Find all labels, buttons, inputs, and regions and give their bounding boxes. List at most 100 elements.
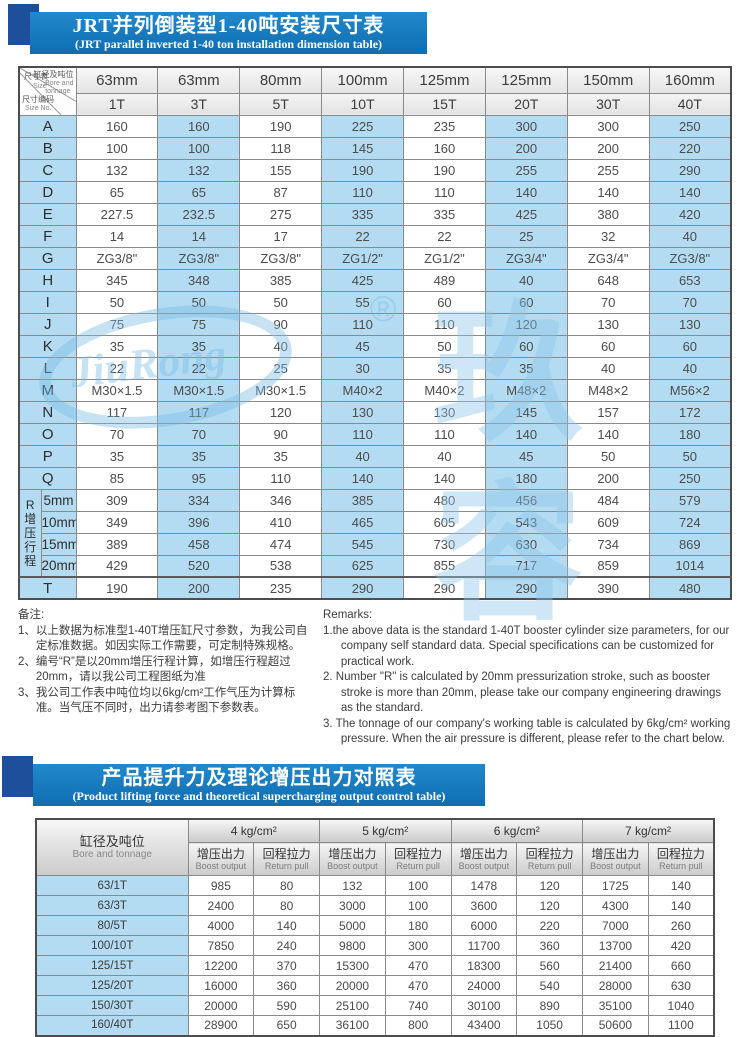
bore-header-cell: 150mm (566, 66, 650, 94)
dim-value-cell: 625 (321, 554, 404, 578)
dim-value-cell: 85 (75, 466, 159, 490)
table-row: T 190 200 235 290 290 290 390 480 (18, 576, 732, 600)
force-value-cell: 30100 (450, 995, 518, 1016)
subheader-en: Boost output (590, 861, 641, 871)
dim-value-cell: 190 (403, 158, 486, 182)
table-row: M M30×1.5 M30×1.5 M30×1.5 M40×2 M40×2 M48×2 M48… (18, 378, 732, 402)
table-row: A 160 160 190 225 235 300 300 250 (18, 114, 732, 138)
table-row: R 增压行程 5mm 309 334 346 385 480 456 484 579 (18, 488, 732, 578)
remarks-chinese: 备注: 1、以上数据为标准型1-40T增压缸尺寸参数，为我公司自定标准数据。如因… (18, 608, 313, 748)
dim-value-cell: 132 (157, 158, 241, 182)
dim-row-label: D (18, 180, 77, 204)
force-value-cell: 80 (253, 895, 320, 916)
dim-value-cell: 40 (484, 268, 568, 292)
dim-value-cell: 235 (239, 576, 323, 600)
subheader-cn: 回程拉力 (656, 847, 705, 861)
dim-value-cell: 480 (648, 576, 732, 600)
pressure-header-cell: 6 kg/cm² (450, 818, 583, 843)
force-value-cell: 100 (384, 875, 452, 896)
force-value-cell: 50600 (582, 1015, 649, 1036)
force-value-cell: 28900 (187, 1015, 255, 1036)
force-value-cell: 35100 (582, 995, 649, 1016)
subheader-en: Boost output (458, 861, 510, 871)
force-value-cell: 7000 (582, 915, 649, 936)
table-row: 125/20T 16000 360 20000 470 24000 540 28000 630 (35, 975, 715, 996)
pressure-header-cell: 5 kg/cm² (319, 818, 452, 843)
dim-value-cell: 489 (403, 268, 486, 292)
force-row-label: 150/30T (35, 995, 189, 1016)
bore-header-cell: 63mm (157, 66, 241, 94)
force-value-cell: 220 (516, 915, 583, 936)
dim-value-cell: 40 (648, 356, 732, 380)
force-value-cell: 1040 (647, 995, 715, 1016)
force-row-label: 125/15T (35, 955, 189, 976)
dim-value-cell: 90 (239, 422, 323, 446)
corner-bore-en: Bore and (45, 80, 74, 87)
dim-value-cell: 859 (566, 554, 650, 578)
table-row: L 22 22 25 30 35 35 40 40 (18, 356, 732, 380)
force-value-cell: 420 (647, 935, 715, 956)
subheader-cn: 增压出力 (196, 847, 245, 861)
dim-value-cell: 390 (566, 576, 650, 600)
dim-value-cell: 730 (403, 532, 486, 556)
table-row: E 227.5 232.5 275 335 335 425 380 420 (18, 202, 732, 226)
force-table-section: 缸径及吨位 Bore and tonnage 4 kg/cm² 5 kg/cm² 6… (35, 817, 715, 1037)
table-row: D 65 65 87 110 110 140 140 140 (18, 180, 732, 204)
dim-value-cell: 45 (321, 334, 404, 358)
dim-row-label: T (18, 576, 77, 600)
dim-value-cell: 349 (75, 510, 159, 534)
force-value-cell: 28000 (582, 975, 649, 996)
subheader-cn: 回程拉力 (262, 847, 311, 861)
dim-value-cell: 140 (566, 422, 650, 446)
dim-value-cell: 70 (648, 290, 732, 314)
force-value-cell: 240 (253, 935, 320, 956)
banner-subtitle: (JRT parallel inverted 1-40 ton installa… (74, 37, 383, 51)
dim-value-cell: 120 (484, 312, 568, 336)
dim-value-cell: 110 (403, 422, 486, 446)
force-value-cell: 21400 (582, 955, 649, 976)
dim-value-cell: 1014 (648, 554, 732, 578)
force-row-label: 160/40T (35, 1015, 189, 1036)
dim-value-cell: 45 (484, 444, 568, 468)
force-value-cell: 1478 (450, 875, 518, 896)
dim-value-cell: 425 (321, 268, 404, 292)
dim-value-cell: 456 (484, 488, 568, 512)
dim-value-cell: 130 (321, 400, 404, 424)
dim-value-cell: 396 (157, 510, 241, 534)
remark-item: 3、我公司工作表中吨位均以6kg/cm²工作气压为计算标准。当气压不同时，出力请… (18, 686, 296, 715)
dim-value-cell: 250 (648, 114, 732, 138)
force-value-cell: 9800 (319, 935, 386, 956)
table-row: O 70 70 90 110 110 140 140 180 (18, 422, 732, 446)
dim-value-cell: 484 (566, 488, 650, 512)
table-row: I 50 50 50 55 60 60 70 70 (18, 290, 732, 314)
dim-row-label: L (18, 356, 77, 380)
tonnage-header-cell: 5T (239, 92, 323, 116)
remarks-english: Remarks: 1.the above data is the standar… (323, 608, 732, 748)
dim-value-cell: 300 (484, 114, 568, 138)
dim-row-label: P (18, 444, 77, 468)
force-value-cell: 3000 (319, 895, 386, 916)
force-value-cell: 660 (647, 955, 715, 976)
force-value-cell: 132 (319, 875, 386, 896)
dim-value-cell: 22 (403, 224, 486, 248)
bore-header-cell: 125mm (484, 66, 568, 94)
dim-value-cell: 855 (403, 554, 486, 578)
force-value-cell: 740 (384, 995, 452, 1016)
dim-value-cell: 100 (75, 136, 159, 160)
tonnage-header-cell: 40T (648, 92, 732, 116)
bore-header-cell: 160mm (648, 66, 732, 94)
dim-value-cell: 25 (484, 224, 568, 248)
dim-value-cell: 474 (239, 532, 323, 556)
force-value-cell: 20000 (319, 975, 386, 996)
dim-value-cell: 290 (648, 158, 732, 182)
subheader-cell: 增压出力 Boost output (582, 842, 649, 876)
dim-value-cell: 180 (648, 422, 732, 446)
dim-value-cell: 480 (403, 488, 486, 512)
subheader-cell: 回程拉力 Return pull (647, 842, 715, 876)
force-value-cell: 180 (384, 915, 452, 936)
dim-value-cell: 255 (484, 158, 568, 182)
force-value-cell: 3600 (450, 895, 518, 916)
dim-value-cell: ZG3/8" (157, 246, 241, 270)
corner-size-cn: 尺寸表 (24, 72, 48, 81)
force-value-cell: 140 (253, 915, 320, 936)
